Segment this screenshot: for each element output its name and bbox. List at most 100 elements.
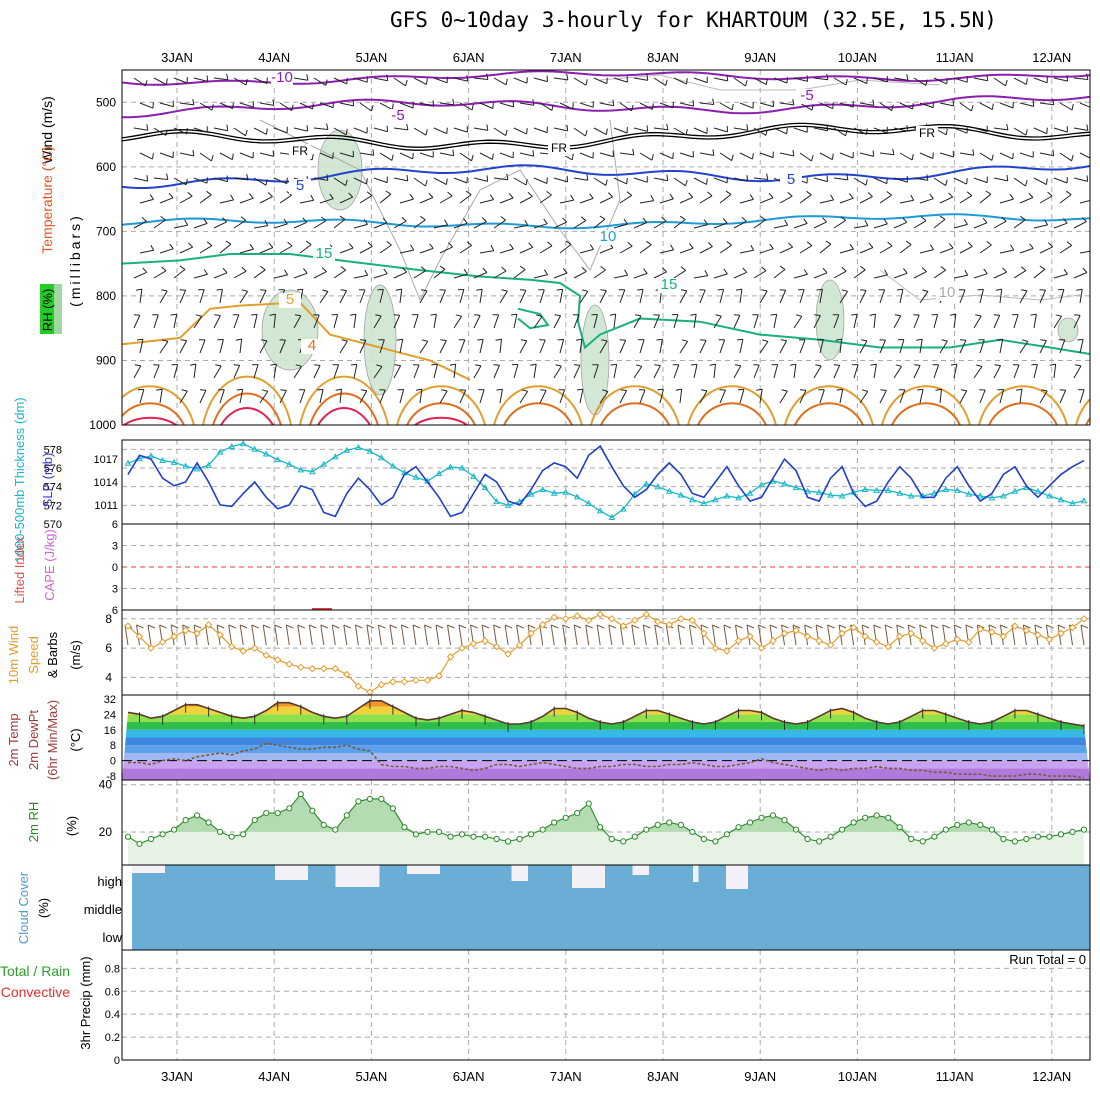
thickness-marker: [1080, 497, 1088, 504]
wind-barb: [533, 364, 537, 379]
wind-barb: [253, 364, 259, 379]
wind10m-tick: 4: [105, 670, 112, 684]
wind-barb-flag: [991, 103, 994, 110]
wind-barb: [333, 219, 346, 229]
wind-barb: [699, 390, 708, 404]
wind10m-marker: [988, 628, 996, 636]
wind-barb: [319, 152, 334, 159]
wind-barb: [459, 194, 472, 204]
wind-barb-flag: [217, 338, 224, 341]
wind-barb: [553, 77, 568, 81]
wind-barb: [493, 270, 507, 279]
wind-barb: [199, 390, 207, 404]
wind-barb: [159, 102, 174, 108]
wind-barb: [439, 246, 453, 254]
wind-barb-flag: [637, 288, 644, 291]
wind10m-marker: [377, 680, 386, 689]
wind-barb: [899, 244, 912, 254]
rh2m-marker: [528, 831, 535, 838]
wind-barb: [753, 270, 767, 279]
wind-barb: [539, 245, 553, 254]
wind-barb-flag: [666, 174, 669, 181]
wind-barb: [519, 102, 534, 106]
wind-barb: [473, 177, 488, 182]
wind-barb-flag: [286, 177, 288, 184]
wind-barb: [773, 364, 779, 379]
day-label-top: 10JAN: [838, 50, 877, 65]
temp-band: [122, 752, 1090, 761]
wind-barb: [593, 77, 608, 85]
rh2m-marker: [435, 828, 443, 836]
wind10m-marker: [515, 641, 524, 649]
thickness-marker: [596, 507, 604, 514]
wind-barb-flag: [948, 243, 954, 249]
rh2m-marker: [677, 821, 685, 829]
wind-barb-flag: [156, 388, 163, 391]
thickness-marker: [320, 460, 328, 467]
wind-barb-flag: [452, 98, 455, 105]
wind10m-barb: [366, 624, 371, 646]
wind-barb: [953, 314, 957, 329]
wind10m-barb: [884, 624, 889, 646]
wind-barb-flag: [410, 244, 415, 251]
wind-barb: [633, 77, 648, 81]
wind-barb-flag: [150, 244, 155, 251]
wind-barb-flag: [941, 339, 948, 342]
wind-barb: [193, 273, 208, 279]
wind10m-marker: [158, 638, 167, 646]
wind-barb: [159, 290, 168, 304]
wind-barb-flag: [366, 191, 373, 196]
rh-shade: [317, 129, 363, 211]
wind-barb: [613, 314, 617, 329]
temp-band: [122, 760, 1090, 769]
pressure-tick: 700: [96, 224, 116, 238]
wind-barb: [473, 127, 488, 131]
rh2m-marker: [1046, 833, 1053, 840]
wind-barb: [993, 177, 1008, 182]
wind-barb: [193, 127, 208, 133]
wind-barb: [513, 364, 519, 379]
wind-barb: [659, 152, 674, 160]
wind-barb-flag: [383, 268, 388, 275]
wind-barb: [613, 77, 628, 83]
rh2m-marker: [758, 814, 765, 821]
wind-barb-flag: [396, 338, 403, 341]
rh2m-marker: [424, 828, 431, 836]
wind10m-barb: [308, 624, 313, 646]
wind-barb: [613, 364, 618, 379]
wind-barb-flag: [160, 215, 166, 221]
wind-barb: [193, 364, 197, 379]
thickness-marker: [343, 446, 351, 453]
wind-barb: [213, 221, 227, 229]
wind-barb: [459, 152, 472, 162]
wind-barb: [179, 390, 188, 404]
wind-barb-flag: [339, 215, 346, 220]
wind-barb-flag: [866, 128, 868, 135]
wind-barb-flag: [662, 267, 667, 273]
wind10m-barb: [711, 624, 716, 646]
wind-barb-flag: [760, 215, 766, 221]
rh-legend-swatch: [40, 284, 54, 334]
wind-barb-flag: [741, 216, 747, 222]
wind-barb-flag: [966, 191, 973, 196]
wind-barb: [1013, 219, 1026, 229]
wind-barb: [373, 222, 388, 229]
wind-barb: [493, 314, 500, 329]
wind-barb: [999, 152, 1013, 160]
thickness-marker: [481, 484, 489, 491]
temp-band: [122, 714, 1090, 723]
wind-barb: [999, 289, 1003, 304]
upper-axis-labels: Wind (m/s) Temperature (°C) (millibars): [39, 96, 83, 307]
pressure-tick: 800: [96, 289, 116, 303]
wind-barb: [719, 389, 726, 404]
wind-barb-flag: [811, 155, 814, 162]
wind-barb: [279, 390, 287, 404]
rh-shade: [1057, 317, 1079, 343]
wind-barb: [833, 177, 848, 181]
wind-barb-flag: [446, 127, 448, 134]
wind-barb-flag: [1031, 363, 1038, 366]
wind-barb: [339, 152, 354, 158]
wind10m-label-3: & Barbs: [45, 631, 60, 678]
isotherm-line: [202, 375, 292, 425]
wind-barb: [973, 273, 988, 279]
